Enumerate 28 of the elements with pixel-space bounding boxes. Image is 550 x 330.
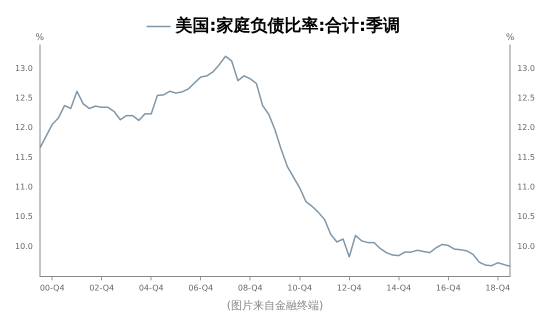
text: (图片来自金融终端) — [226, 298, 324, 313]
x-tick-label: 16-Q4 — [436, 283, 461, 292]
y2-tick-label: 12.0 — [517, 123, 535, 132]
y2-tick-label: 10.5 — [517, 212, 535, 222]
y2-tick-label: 11.5 — [517, 152, 535, 162]
y2-axis-title: % — [506, 32, 515, 43]
x-tick-label: 00-Q4 — [40, 283, 65, 292]
y-tick-label: 12.5 — [15, 93, 33, 102]
x-tick-label: 10-Q4 — [287, 283, 312, 292]
y-tick-label: 10.5 — [15, 212, 33, 222]
x-tick-label: 08-Q4 — [238, 283, 263, 292]
y2-tick-label: 10.0 — [517, 242, 535, 251]
x-tick-label: 04-Q4 — [138, 283, 164, 292]
y-tick-label: 11.5 — [15, 152, 33, 162]
y-tick-label: 10.0 — [15, 242, 33, 251]
x-tick-label: 02-Q4 — [89, 283, 114, 292]
y-axis-title: % — [36, 32, 45, 43]
y-tick-label: 12.0 — [15, 123, 33, 132]
legend-label: 美国:家庭负债比率:合计:季调 — [174, 16, 400, 36]
x-tick-label: 18-Q4 — [485, 283, 510, 292]
x-tick-label: 06-Q4 — [188, 283, 214, 292]
x-tick-label: 12-Q4 — [336, 283, 362, 292]
y2-tick-label: 12.5 — [517, 93, 535, 102]
y-tick-label: 13.0 — [15, 64, 33, 73]
y2-tick-label: 11.0 — [517, 182, 535, 192]
y-tick-label: 11.0 — [15, 182, 33, 192]
x-tick-label: 14-Q4 — [386, 283, 412, 292]
y2-tick-label: 13.0 — [517, 64, 535, 73]
